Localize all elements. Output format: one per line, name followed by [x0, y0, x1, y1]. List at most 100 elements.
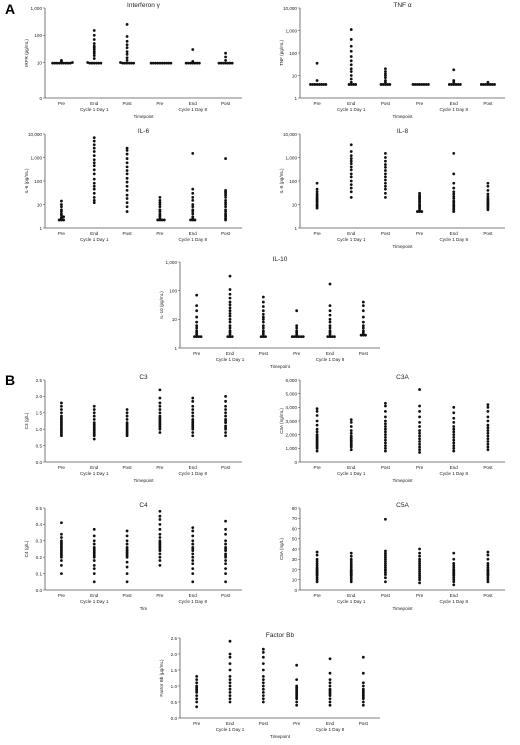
data-point	[195, 694, 199, 697]
x-tick-label: End	[450, 231, 459, 236]
y-tick-label: 1,000	[286, 446, 298, 451]
data-point	[486, 423, 490, 427]
data-point	[92, 198, 96, 202]
data-point	[349, 190, 353, 194]
y-tick-label: 0.5	[36, 443, 43, 448]
data-point	[384, 159, 387, 163]
data-point	[384, 156, 387, 159]
data-point	[224, 552, 227, 556]
data-point	[224, 572, 227, 575]
data-point	[361, 700, 365, 704]
data-point	[384, 76, 387, 80]
data-point	[313, 83, 317, 86]
x-tick-label: Post	[381, 101, 391, 106]
data-point	[349, 67, 353, 71]
chart-9: Factor Bb 0.0 0.5 1.0 1.5 2.0 2.5 Factor Bb (µg…	[159, 632, 380, 739]
x-group-label: Cycle 1 Day 8	[439, 471, 468, 476]
data-point	[228, 675, 232, 678]
data-point	[349, 55, 353, 58]
data-point	[364, 333, 367, 337]
data-point	[224, 212, 227, 216]
data-point	[349, 44, 353, 48]
data-point	[349, 561, 353, 565]
data-point	[328, 671, 332, 675]
x-tick-label: End	[90, 101, 99, 106]
data-point	[452, 195, 456, 198]
data-point	[125, 580, 129, 584]
data-point	[315, 564, 319, 567]
data-point	[295, 700, 299, 704]
data-point	[452, 186, 456, 190]
data-point	[224, 51, 227, 55]
data-point	[384, 178, 387, 182]
data-point	[162, 218, 166, 222]
data-point	[92, 42, 96, 45]
data-point	[228, 317, 232, 321]
data-point	[158, 388, 162, 392]
data-point	[92, 567, 96, 571]
data-point	[261, 305, 265, 308]
data-point	[486, 445, 490, 449]
data-point	[328, 326, 332, 330]
data-point	[418, 561, 421, 565]
data-point	[228, 652, 232, 656]
data-point	[191, 196, 195, 199]
data-point	[261, 700, 265, 704]
data-point	[384, 427, 387, 431]
data-point	[452, 438, 456, 442]
x-tick-label: End	[326, 351, 335, 356]
data-point	[158, 518, 162, 521]
data-point	[57, 61, 61, 65]
data-point	[60, 411, 63, 415]
y-tick-label: 0	[294, 588, 297, 593]
data-point	[359, 333, 363, 337]
data-point	[261, 329, 265, 333]
data-point	[418, 572, 421, 575]
data-point	[452, 566, 456, 569]
data-point	[349, 418, 353, 422]
data-point	[328, 678, 332, 681]
data-point	[224, 527, 227, 531]
data-point	[125, 417, 129, 421]
data-point	[92, 150, 96, 153]
data-point	[452, 564, 456, 567]
data-point	[92, 172, 96, 176]
x-tick-label: Pre	[416, 101, 424, 106]
data-point	[315, 61, 319, 65]
y-axis-label: TNF (pg/mL)	[279, 40, 284, 67]
data-point	[158, 411, 162, 415]
data-point	[486, 566, 490, 569]
data-point	[384, 410, 387, 413]
data-point	[125, 197, 129, 200]
chart-title: C3A	[396, 374, 409, 381]
data-point	[384, 184, 387, 188]
data-point	[261, 684, 265, 688]
data-point	[60, 559, 63, 562]
y-tick-label: 10	[37, 60, 43, 65]
data-point	[349, 420, 353, 424]
data-point	[328, 657, 332, 661]
panel-letter-b: B	[5, 372, 16, 388]
data-point	[92, 57, 96, 60]
data-point	[384, 72, 387, 76]
data-point	[413, 83, 417, 86]
data-point	[384, 441, 387, 445]
data-point	[60, 58, 63, 62]
data-point	[452, 441, 456, 445]
data-point	[328, 304, 332, 308]
data-point	[261, 300, 265, 304]
data-point	[125, 539, 129, 543]
data-point	[482, 83, 485, 86]
data-point	[384, 438, 387, 442]
data-point	[384, 559, 387, 563]
y-tick-label: 0.0	[36, 460, 43, 465]
data-point	[411, 83, 415, 86]
data-point	[349, 429, 353, 432]
data-point	[384, 70, 387, 73]
data-point	[60, 414, 63, 418]
data-point	[60, 404, 63, 408]
data-point	[418, 568, 421, 571]
data-point	[125, 421, 129, 425]
data-point	[60, 216, 63, 219]
data-point	[349, 186, 353, 190]
